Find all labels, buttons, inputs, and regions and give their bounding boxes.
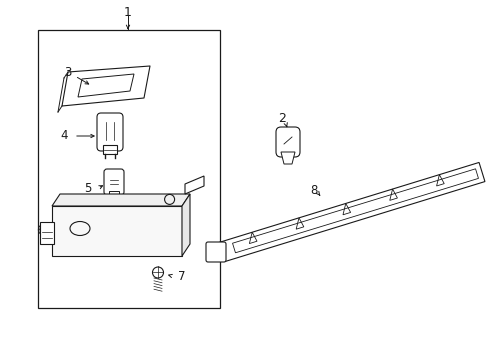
- Bar: [52, 206, 182, 256]
- Text: 8: 8: [310, 184, 317, 197]
- Bar: [38, 30, 220, 308]
- FancyBboxPatch shape: [205, 242, 225, 262]
- Bar: [109, 191, 119, 198]
- Polygon shape: [281, 152, 294, 164]
- Bar: [103, 145, 117, 154]
- Text: 4: 4: [60, 130, 68, 143]
- Text: 7: 7: [178, 270, 185, 283]
- Text: 3: 3: [64, 66, 72, 78]
- Text: 1: 1: [124, 5, 132, 18]
- Text: 2: 2: [278, 112, 285, 125]
- Polygon shape: [182, 194, 190, 256]
- Text: 6: 6: [36, 224, 43, 237]
- Bar: [40, 222, 54, 244]
- FancyBboxPatch shape: [104, 169, 124, 195]
- Polygon shape: [184, 176, 203, 194]
- Polygon shape: [52, 194, 190, 206]
- FancyBboxPatch shape: [275, 127, 299, 157]
- FancyBboxPatch shape: [97, 113, 123, 151]
- Text: 5: 5: [84, 181, 92, 194]
